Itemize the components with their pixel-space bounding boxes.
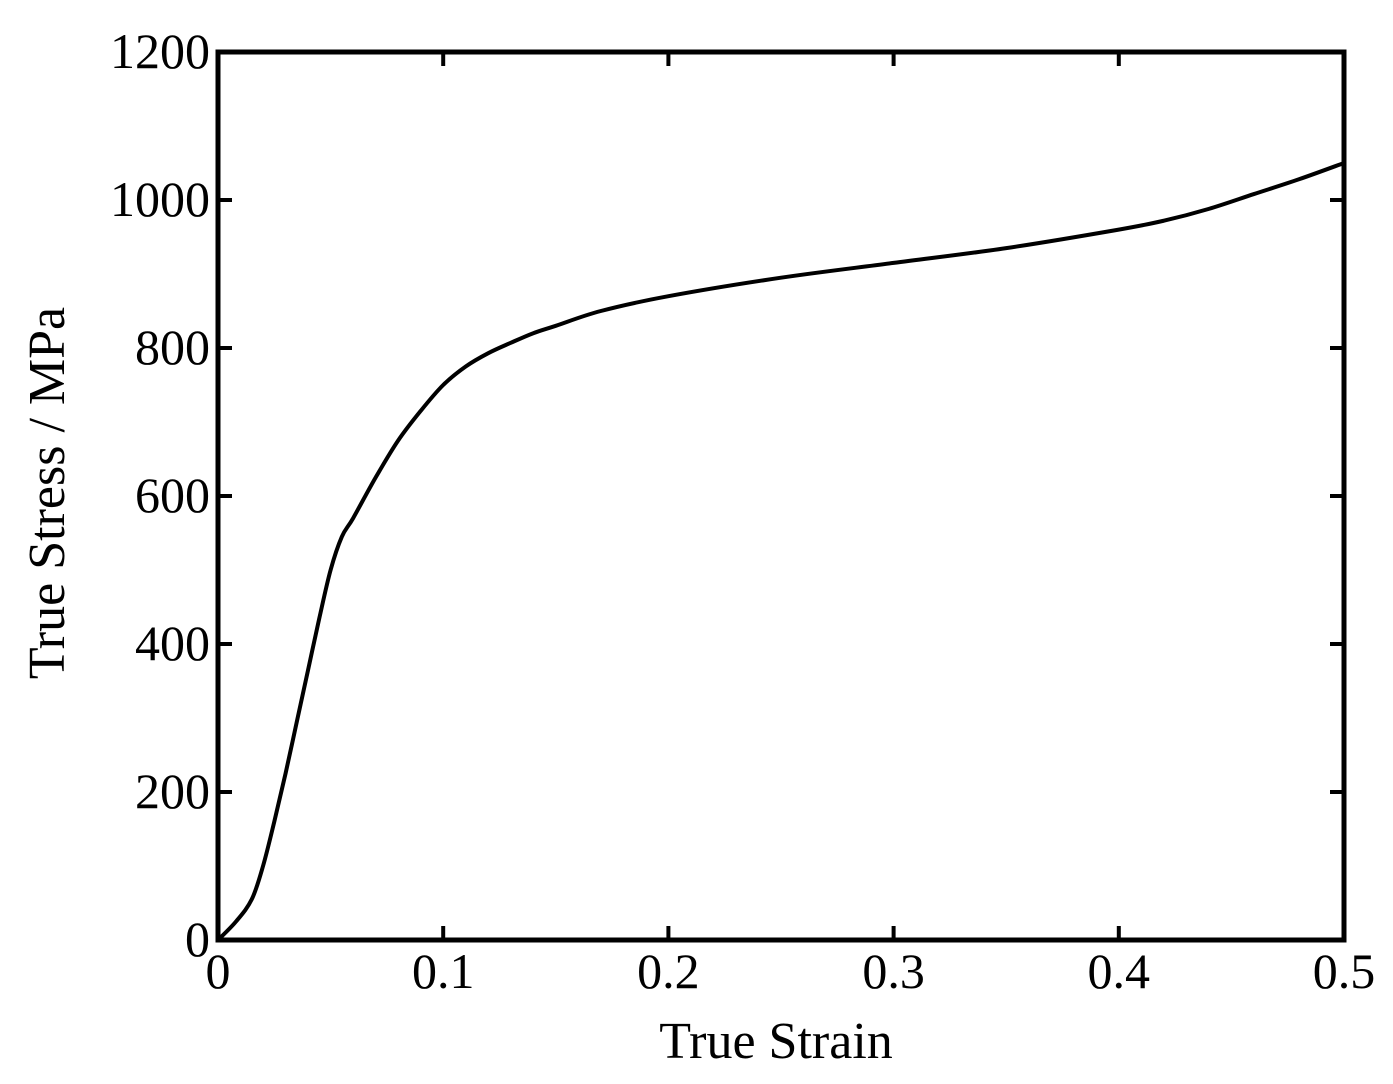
y-tick-label: 200 [135,763,210,819]
stress-strain-curve [216,161,1346,942]
y-tick-label: 800 [135,319,210,375]
x-tick-label: 0.5 [1313,943,1376,999]
y-tick-label: 400 [135,615,210,671]
plot-frame [215,49,1347,943]
x-tick-label: 0.1 [412,943,475,999]
x-tick-label: 0.2 [637,943,700,999]
x-tick-label: 0.4 [1088,943,1151,999]
x-axis-label: True Strain [659,1013,893,1070]
x-tick-label: 0 [206,943,231,999]
tick-labels-layer: 0 0.1 0.2 0.3 0.4 0.5 0 200 400 600 800 1000 1200 [110,23,1375,999]
y-tick-label: 1200 [110,23,210,79]
x-tick-label: 0.3 [862,943,925,999]
y-tick-label: 600 [135,467,210,523]
plot-area [218,52,1344,940]
y-tick-label: 0 [185,911,210,967]
y-tick-label: 1000 [110,171,210,227]
y-axis-label: True Stress / MPa [19,307,76,679]
